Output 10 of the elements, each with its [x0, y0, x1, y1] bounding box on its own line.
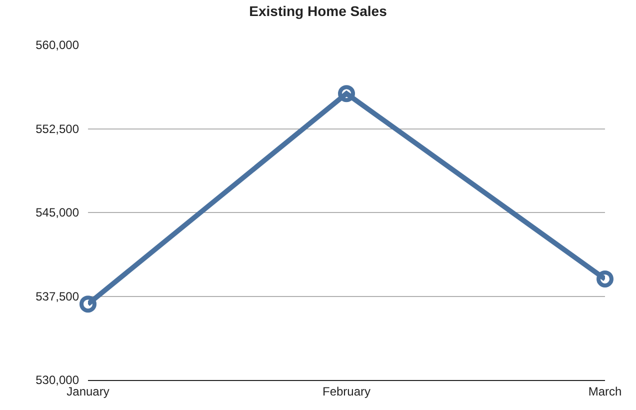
y-tick-label: 545,000 [36, 206, 80, 220]
y-tick-label: 537,500 [36, 289, 80, 304]
chart-title: Existing Home Sales [249, 2, 388, 19]
x-tick-label: February [322, 384, 371, 398]
x-tick-label: March [588, 384, 622, 398]
point [596, 270, 614, 288]
point [338, 85, 355, 102]
y-tick-label: 560,000 [36, 38, 80, 52]
y-tick-label: 552,500 [36, 122, 80, 136]
point [80, 296, 96, 313]
